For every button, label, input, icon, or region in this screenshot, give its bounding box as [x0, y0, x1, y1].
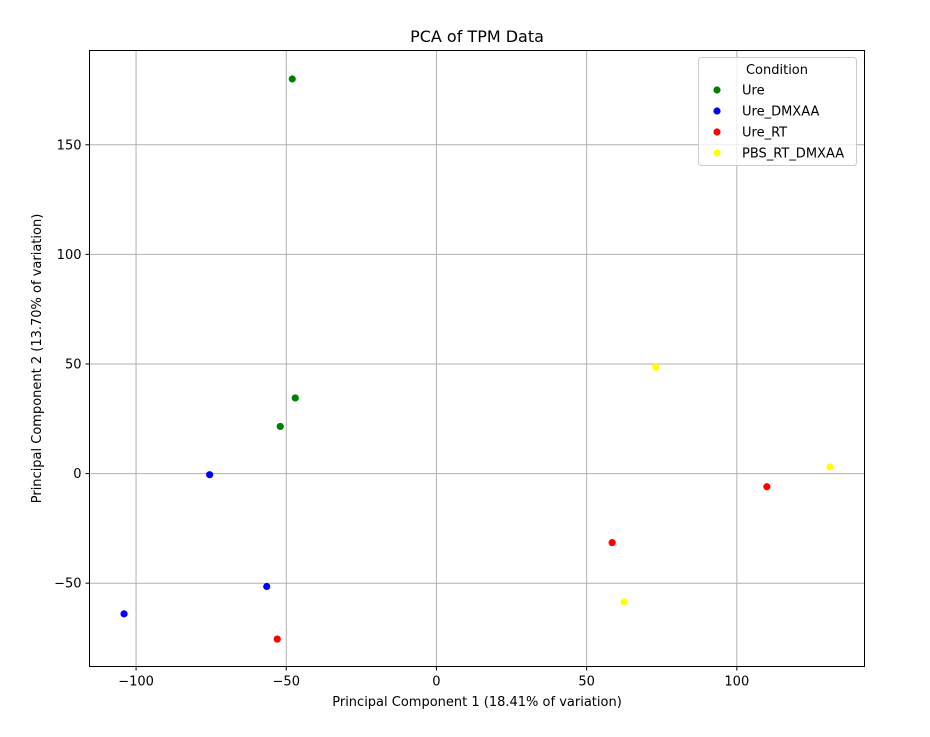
legend-label-pbs-rt-dmxaa: PBS_RT_DMXAA: [742, 147, 844, 162]
x-tick-label: −100: [118, 675, 154, 690]
y-tick-label: 0: [73, 467, 81, 482]
legend-entries: Ure Ure_DMXAA Ure_RT PBS_RT_DMXAA: [713, 84, 844, 162]
axis-ticks: −100 −50 0 50 100 −50 0 50 100 150: [54, 138, 749, 689]
x-axis-label: Principal Component 1 (18.41% of variati…: [332, 695, 622, 710]
point-ure: [276, 422, 284, 431]
point-pbs-rt-dmxaa: [620, 598, 628, 606]
point-ure-rt: [763, 483, 771, 491]
x-tick-label: 50: [578, 675, 595, 690]
legend-box: [698, 57, 857, 166]
point-pbs-rt-dmxaa: [652, 363, 660, 371]
point-ure-rt: [273, 635, 281, 643]
point-ure-dmxaa: [206, 471, 214, 479]
point-ure-dmxaa: [263, 582, 271, 591]
y-tick-label: 50: [65, 357, 82, 372]
legend-label-ure-dmxaa: Ure_DMXAA: [742, 105, 819, 120]
x-tick-label: 100: [724, 675, 749, 690]
legend-marker-pbs-rt-dmxaa: [713, 149, 721, 157]
legend-marker-ure-rt: [713, 128, 721, 136]
point-ure-rt: [608, 539, 616, 547]
data-points: [120, 75, 834, 643]
plot-area-frame: [89, 50, 865, 667]
chart-title: PCA of TPM Data: [410, 27, 544, 46]
legend-marker-ure-dmxaa: [713, 107, 721, 115]
y-tick-label: 150: [57, 138, 82, 153]
point-ure-dmxaa: [120, 610, 128, 618]
point-pbs-rt-dmxaa: [826, 463, 834, 471]
x-tick-label: −50: [273, 675, 300, 690]
legend-title: Condition: [746, 63, 808, 78]
y-axis-label: Principal Component 2 (13.70% of variati…: [30, 214, 45, 504]
legend-label-ure-rt: Ure_RT: [742, 126, 787, 141]
x-tick-label: 0: [432, 675, 440, 690]
point-ure: [288, 75, 296, 83]
legend: Condition Ure Ure_DMXAA Ure_RT PBS_RT_DMXAA: [698, 57, 857, 166]
legend-label-ure: Ure: [742, 84, 765, 99]
point-ure: [291, 394, 299, 402]
y-tick-label: −50: [54, 577, 81, 592]
y-tick-label: 100: [57, 248, 82, 263]
legend-marker-ure: [713, 86, 721, 94]
